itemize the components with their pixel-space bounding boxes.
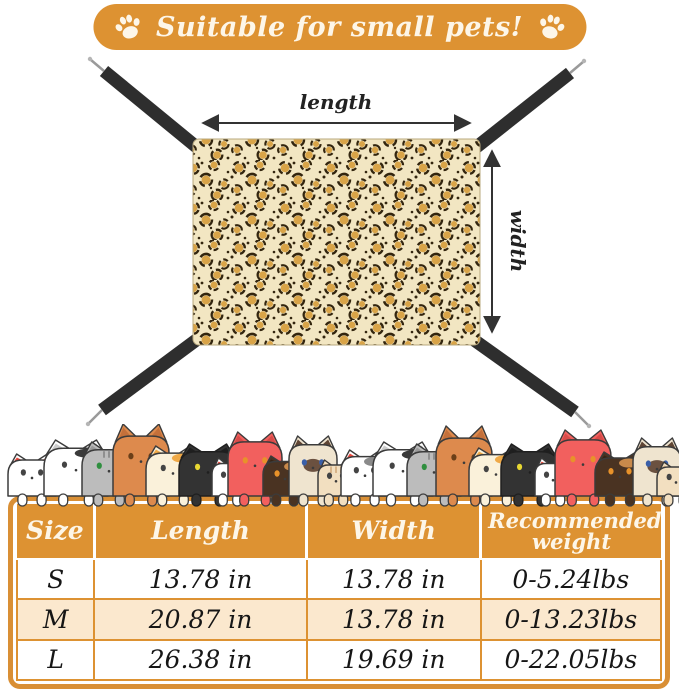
length-label: length (300, 90, 373, 114)
length-arrow: length (201, 90, 472, 132)
table-row-S: S 13.78 in 13.78 in 0-5.24lbs (15, 557, 663, 601)
table-row-M: M 20.87 in 13.78 in 0-13.23lbs (15, 598, 663, 641)
length-cell: 20.87 in (93, 598, 308, 641)
table-row-L: L 26.38 in 19.69 in 0-22.05lbs (15, 638, 663, 682)
width-cell: 13.78 in (305, 598, 482, 641)
size-cell: S (15, 557, 96, 601)
cream-kitten-2-illustration (656, 461, 679, 507)
paw-icon-right (539, 14, 564, 39)
size-cell: L (15, 638, 96, 682)
width-arrow: width (483, 149, 530, 334)
hammock-diagram: length width (85, 56, 592, 429)
header-recommended-weight: Recommended weight (480, 504, 662, 560)
hammock-fabric (192, 138, 481, 346)
strap-bottom-left (85, 332, 203, 427)
paw-icon-left (115, 14, 140, 39)
strap-bottom-right (470, 334, 592, 429)
length-cell: 13.78 in (93, 557, 308, 601)
strap-top-right (469, 58, 587, 155)
carabiner-hook-icon (569, 58, 587, 74)
header-size: Size (17, 504, 96, 560)
size-table: Size Length Width Recommended weight S 13… (8, 496, 670, 689)
header-width: Width (306, 504, 483, 560)
weight-cell: 0-22.05lbs (479, 638, 663, 682)
weight-cell: 0-13.23lbs (479, 598, 663, 641)
header-length: Length (94, 504, 309, 560)
table-header-row: Size Length Width Recommended weight (17, 504, 662, 560)
strap-top-left (87, 56, 204, 155)
carabiner-hook-icon (85, 409, 103, 427)
banner: Suitable for small pets! (92, 4, 587, 50)
carabiner-hook-icon (87, 56, 105, 72)
width-cell: 13.78 in (305, 557, 482, 601)
weight-cell: 0-5.24lbs (479, 557, 663, 601)
width-cell: 19.69 in (305, 638, 482, 682)
width-label: width (506, 210, 530, 273)
carabiner-hook-icon (574, 411, 592, 429)
size-cell: M (15, 598, 96, 641)
length-cell: 26.38 in (93, 638, 308, 682)
banner-text: Suitable for small pets! (155, 11, 524, 43)
cats-row-illustration (7, 424, 679, 507)
